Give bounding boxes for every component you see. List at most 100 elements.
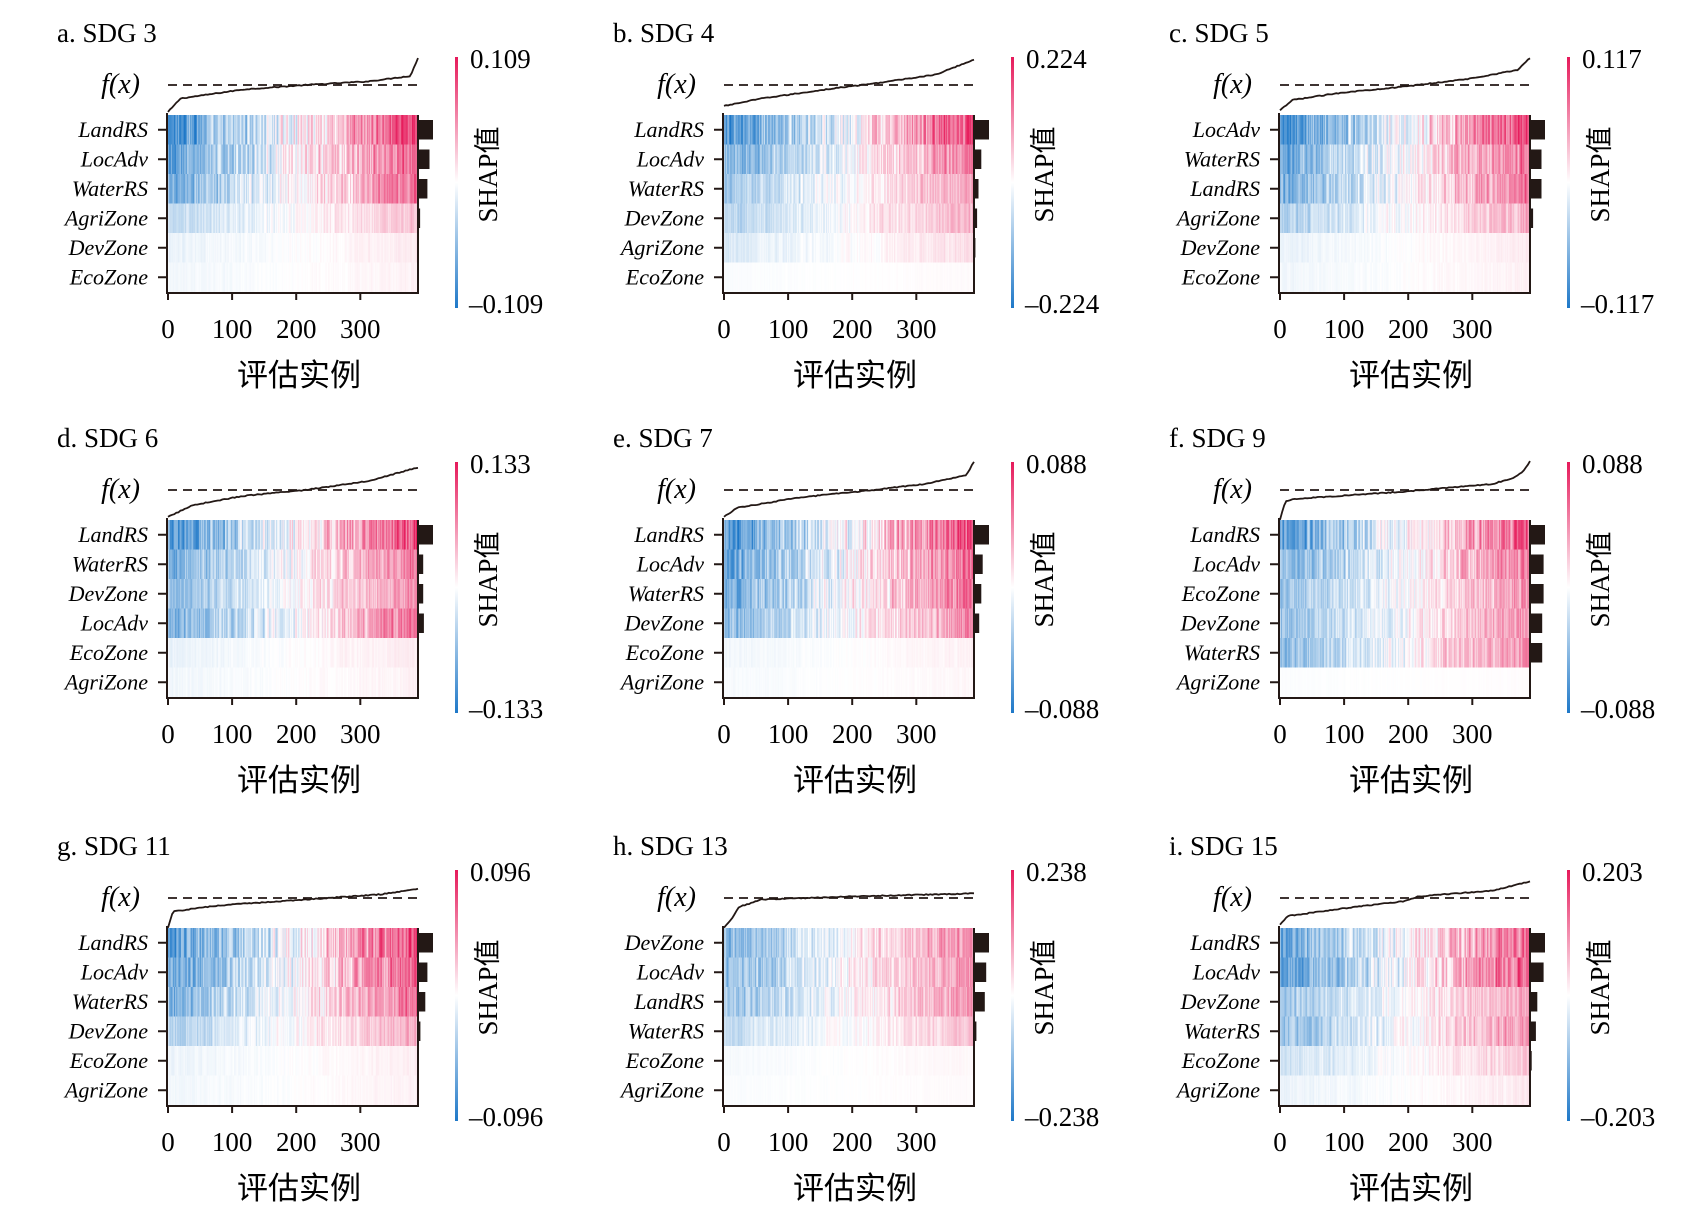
heatmap-cell (286, 262, 288, 292)
heatmap-cell (795, 115, 797, 145)
heatmap-cell (766, 115, 768, 145)
heatmap-cell (236, 262, 238, 292)
heatmap-cell (200, 233, 202, 263)
heatmap-cell (351, 144, 354, 174)
heatmap-cell (815, 115, 817, 145)
heatmap-cell (855, 144, 857, 174)
feature-label: EcoZone (69, 264, 148, 289)
heatmap (724, 115, 975, 292)
heatmap-cell (180, 144, 182, 174)
heatmap-cell (203, 144, 205, 174)
heatmap-cell (382, 115, 384, 145)
heatmap-cell (393, 233, 395, 263)
heatmap-cell (260, 144, 262, 174)
heatmap-cell (256, 174, 258, 204)
fx-curve (723, 58, 975, 107)
heatmap-cell (746, 144, 748, 174)
heatmap-cell (756, 144, 758, 174)
heatmap-cell (173, 144, 175, 174)
heatmap-cell (230, 144, 232, 174)
heatmap-cell (356, 115, 358, 145)
heatmap-cell (285, 144, 287, 174)
heatmap-cell (750, 144, 752, 174)
heatmap-cell (758, 115, 760, 145)
heatmap-cell (262, 233, 264, 263)
heatmap-cell (269, 174, 271, 204)
heatmap-cell (827, 115, 829, 145)
heatmap-cell (340, 233, 342, 263)
heatmap-cell (224, 144, 226, 174)
heatmap-cell (347, 203, 349, 233)
heatmap-cell (933, 115, 935, 145)
heatmap-cell (256, 144, 258, 174)
heatmap-cell (895, 115, 897, 145)
heatmap-cell (223, 115, 225, 145)
heatmap-cell (339, 203, 341, 233)
heatmap-cell (181, 144, 183, 174)
heatmap-cell (268, 174, 270, 204)
heatmap-cell (360, 233, 362, 263)
heatmap-cell (200, 144, 202, 174)
feature-label: LandRS (77, 117, 148, 142)
heatmap-cell (230, 115, 232, 145)
heatmap-cell (198, 174, 200, 204)
heatmap-cell (282, 203, 284, 233)
heatmap-cell (785, 115, 787, 145)
heatmap-cell (856, 115, 858, 145)
heatmap-cell (301, 262, 304, 292)
heatmap-cell (341, 203, 343, 233)
heatmap-cell (401, 262, 404, 292)
heatmap-cell (737, 144, 739, 174)
heatmap-cell (191, 233, 193, 263)
heatmap-cell (375, 174, 377, 204)
heatmap-cell (832, 115, 834, 145)
heatmap-cell (192, 115, 194, 145)
heatmap-cell (225, 203, 227, 233)
heatmap-cell (403, 115, 405, 145)
heatmap-cell (168, 115, 170, 145)
heatmap-cell (387, 262, 389, 292)
heatmap-cell (310, 233, 312, 263)
heatmap-cell (750, 115, 752, 145)
heatmap-cell (781, 144, 783, 174)
heatmap-cell (252, 203, 254, 233)
heatmap-cell (211, 174, 213, 204)
heatmap-cell (382, 233, 384, 263)
heatmap-cell (306, 262, 308, 292)
heatmap-cell (361, 233, 363, 263)
heatmap-cell (281, 144, 283, 174)
heatmap-cell (195, 115, 197, 145)
heatmap-cell (362, 174, 364, 204)
heatmap-cell (728, 144, 730, 174)
importance-bar (419, 120, 433, 140)
heatmap-cell (368, 233, 370, 263)
heatmap-cell (278, 115, 280, 145)
heatmap-cell (237, 203, 239, 233)
heatmap-cell (329, 174, 331, 204)
heatmap-cell (172, 203, 174, 233)
heatmap-cell (174, 115, 176, 145)
heatmap-cell (354, 262, 356, 292)
heatmap-cell (259, 262, 261, 292)
heatmap-cell (193, 262, 195, 292)
heatmap-cell (337, 115, 339, 145)
heatmap-cell (247, 115, 249, 145)
heatmap-cell (250, 203, 252, 233)
heatmap-cell (912, 115, 914, 145)
heatmap-cell (850, 115, 852, 145)
heatmap-cell (370, 115, 372, 145)
heatmap-cell (244, 115, 246, 145)
heatmap-cell (270, 233, 272, 263)
heatmap-cell (249, 115, 251, 145)
heatmap-cell (273, 174, 275, 204)
heatmap-cell (409, 203, 411, 233)
heatmap-cell (775, 115, 777, 145)
heatmap-cell (372, 203, 374, 233)
heatmap-cell (314, 144, 316, 174)
heatmap-cell (191, 174, 193, 204)
heatmap-cell (207, 174, 209, 204)
heatmap-cell (378, 115, 380, 145)
heatmap-cell (393, 144, 395, 174)
heatmap-cell (399, 233, 401, 263)
heatmap-cell (218, 203, 220, 233)
